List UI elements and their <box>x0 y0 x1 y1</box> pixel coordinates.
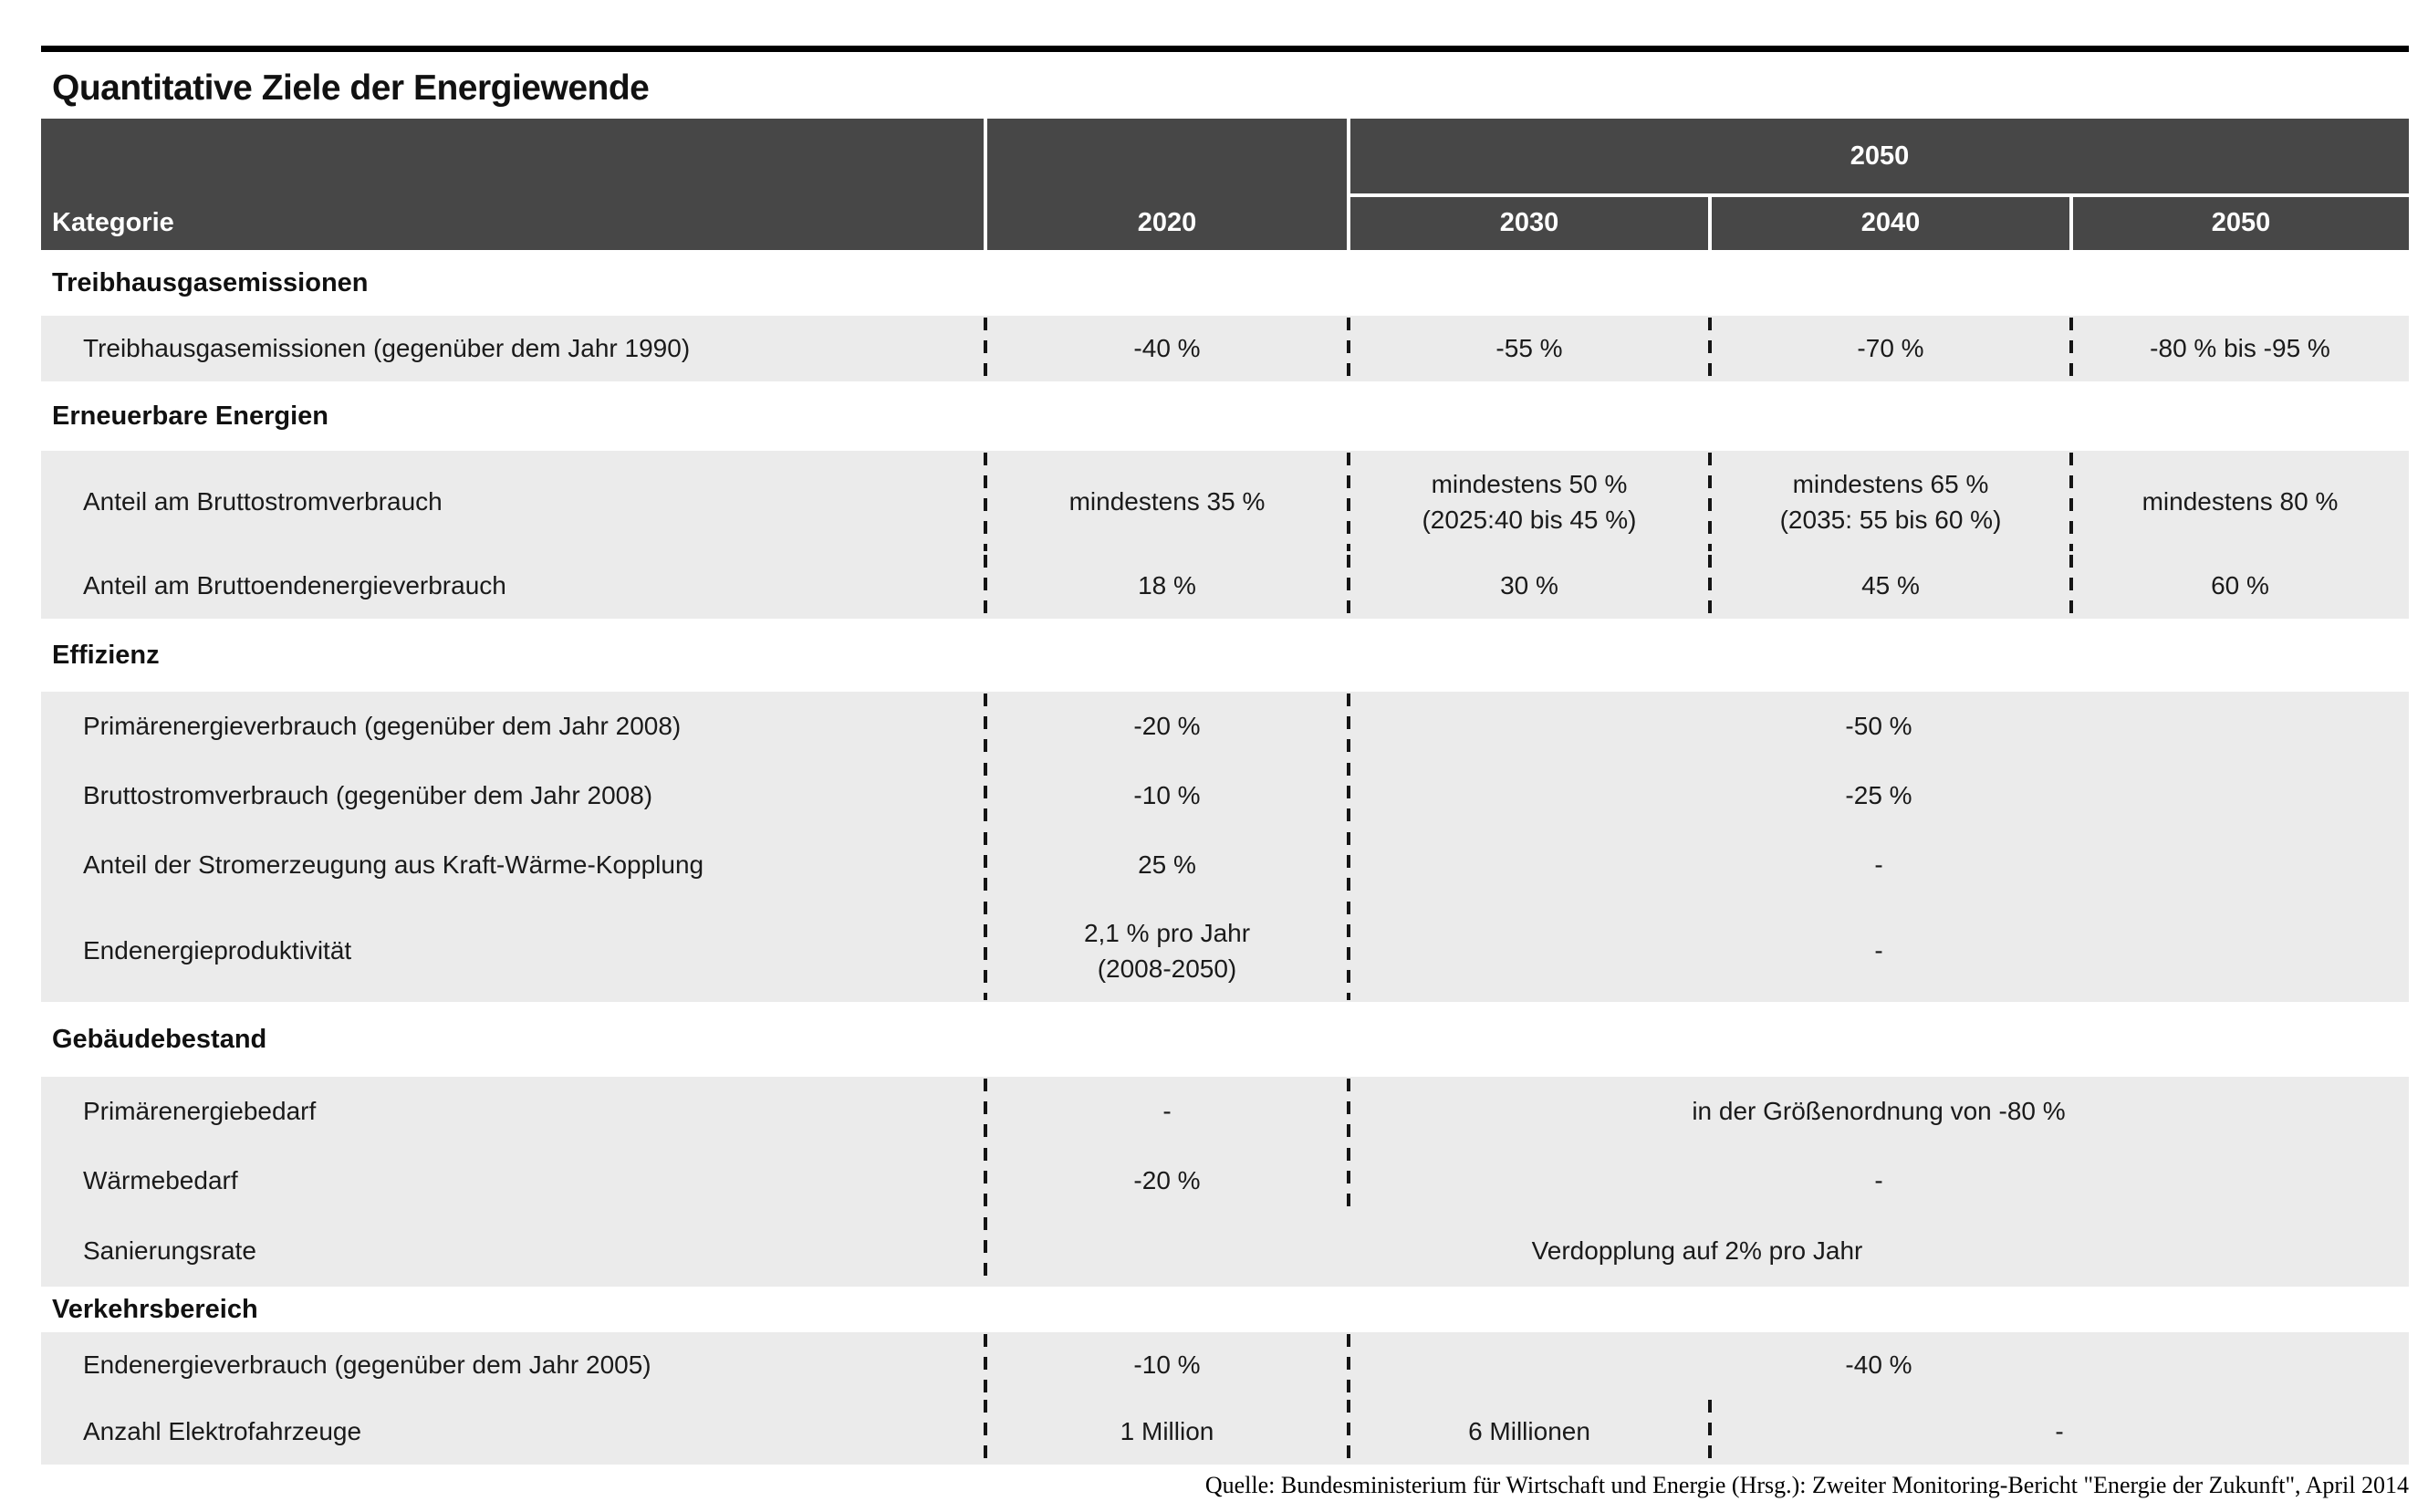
cell-2030-2050: - <box>1347 900 2409 1002</box>
section-block-effizienz: Primärenergieverbrauch (gegenüber dem Ja… <box>41 692 2409 1002</box>
cell-2020: 2,1 % pro Jahr (2008-2050) <box>984 900 1349 1002</box>
section-label-gebaeudebestand: Gebäudebestand <box>52 1024 267 1054</box>
cell-2020: -40 % <box>984 316 1349 381</box>
header-2040: 2040 <box>1712 197 2069 250</box>
cell-2030-2050: - <box>1347 830 2409 900</box>
cell-2030: mindestens 50 % (2025:40 bis 45 %) <box>1347 451 1710 553</box>
table-row: Primärenergieverbrauch (gegenüber dem Ja… <box>41 692 2409 761</box>
cell-2020: mindestens 35 % <box>984 451 1349 553</box>
cell-2030-2050: in der Größenordnung von -80 % <box>1347 1077 2409 1146</box>
row-label: Bruttostromverbrauch (gegenüber dem Jahr… <box>83 781 653 809</box>
top-rule <box>41 46 2409 52</box>
row-label: Treibhausgasemissionen (gegenüber dem Ja… <box>83 334 691 362</box>
table-header: Kategorie 2020 2050 2030 2040 2050 <box>41 119 2409 250</box>
section-block-verkehrsbereich: Endenergieverbrauch (gegenüber dem Jahr … <box>41 1332 2409 1465</box>
header-2050-group: 2050 <box>1350 119 2409 193</box>
cell-2030-2050: -40 % <box>1347 1332 2409 1398</box>
cell-2040: mindestens 65 % (2035: 55 bis 60 %) <box>1708 451 2071 553</box>
header-2030: 2030 <box>1350 197 1708 250</box>
section-label-effizienz: Effizienz <box>52 640 160 670</box>
table-row: Wärmebedarf -20 % - <box>41 1146 2409 1215</box>
section-block-treibhausgasemissionen: Treibhausgasemissionen (gegenüber dem Ja… <box>41 316 2409 381</box>
row-label: Primärenergieverbrauch (gegenüber dem Ja… <box>83 712 682 740</box>
section-label-erneuerbare-energien: Erneuerbare Energien <box>52 401 328 431</box>
cell-2030: 30 % <box>1347 553 1710 619</box>
cell-2030-2050: -50 % <box>1347 692 2409 761</box>
cell-2030-2050: -25 % <box>1347 761 2409 830</box>
table-row: Anzahl Elektrofahrzeuge 1 Million 6 Mill… <box>41 1398 2409 1465</box>
header-2050: 2050 <box>2073 197 2409 250</box>
section-block-gebaeudebestand: Primärenergiebedarf - in der Größenordnu… <box>41 1077 2409 1287</box>
cell-2020: 25 % <box>984 830 1349 900</box>
table-row: Primärenergiebedarf - in der Größenordnu… <box>41 1077 2409 1146</box>
cell-2020: - <box>984 1077 1349 1146</box>
cell-2020: -20 % <box>984 1146 1349 1215</box>
cell-2020: 18 % <box>984 553 1349 619</box>
row-label: Anteil der Stromerzeugung aus Kraft-Wärm… <box>83 850 704 879</box>
table-row: Endenergieverbrauch (gegenüber dem Jahr … <box>41 1332 2409 1398</box>
cell-2040-2050: - <box>1708 1398 2409 1465</box>
table-row: Endenergieproduktivität 2,1 % pro Jahr (… <box>41 900 2409 1002</box>
table-row: Sanierungsrate Verdopplung auf 2% pro Ja… <box>41 1215 2409 1287</box>
header-kategorie: Kategorie <box>41 119 984 250</box>
row-label: Endenergieproduktivität <box>83 936 352 965</box>
cell-2030: -55 % <box>1347 316 1710 381</box>
cell-2020: -10 % <box>984 761 1349 830</box>
row-label: Anteil am Bruttoendenergieverbrauch <box>83 571 506 600</box>
cell-2050: 60 % <box>2069 553 2409 619</box>
header-2020: 2020 <box>987 119 1347 250</box>
row-label: Sanierungsrate <box>83 1236 256 1265</box>
cell-2050: mindestens 80 % <box>2069 451 2409 553</box>
table-row: Anteil der Stromerzeugung aus Kraft-Wärm… <box>41 830 2409 900</box>
cell-2050: -80 % bis -95 % <box>2069 316 2409 381</box>
cell-2030: 6 Millionen <box>1347 1398 1710 1465</box>
row-label: Primärenergiebedarf <box>83 1097 317 1125</box>
table-row: Anteil am Bruttostromverbrauch mindesten… <box>41 451 2409 553</box>
section-label-treibhausgasemissionen: Treibhausgasemissionen <box>52 267 369 297</box>
cell-2020: -10 % <box>984 1332 1349 1398</box>
cell-2020: 1 Million <box>984 1398 1349 1465</box>
table-row: Treibhausgasemissionen (gegenüber dem Ja… <box>41 316 2409 381</box>
row-label: Endenergieverbrauch (gegenüber dem Jahr … <box>83 1350 651 1379</box>
cell-2040: 45 % <box>1708 553 2071 619</box>
row-label: Wärmebedarf <box>83 1166 238 1194</box>
cell-2030-2050: - <box>1347 1146 2409 1215</box>
source-note: Quelle: Bundesministerium für Wirtschaft… <box>1204 1472 2409 1498</box>
section-block-erneuerbare-energien: Anteil am Bruttostromverbrauch mindesten… <box>41 451 2409 619</box>
page-title: Quantitative Ziele der Energiewende <box>52 68 650 108</box>
cell-2020: -20 % <box>984 692 1349 761</box>
cell-2040: -70 % <box>1708 316 2071 381</box>
table-row: Anteil am Bruttoendenergieverbrauch 18 %… <box>41 553 2409 619</box>
table-row: Bruttostromverbrauch (gegenüber dem Jahr… <box>41 761 2409 830</box>
cell-2020-2050: Verdopplung auf 2% pro Jahr <box>984 1215 2409 1287</box>
row-label: Anteil am Bruttostromverbrauch <box>83 487 443 516</box>
energiewende-table-figure: Quantitative Ziele der Energiewende Kate… <box>41 46 2409 1499</box>
row-label: Anzahl Elektrofahrzeuge <box>83 1416 362 1445</box>
section-label-verkehrsbereich: Verkehrsbereich <box>52 1294 258 1324</box>
